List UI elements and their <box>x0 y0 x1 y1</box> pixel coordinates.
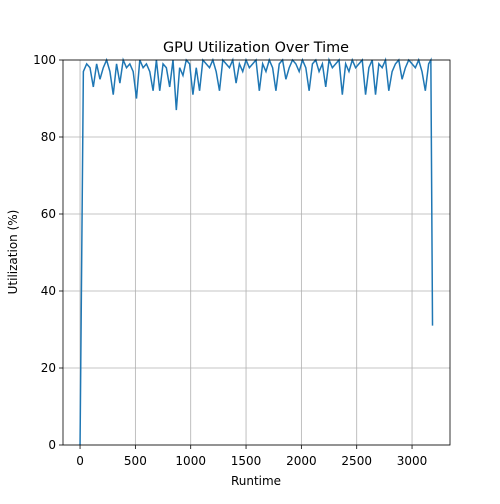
y-tick-label: 0 <box>48 438 56 452</box>
line <box>79 57 434 446</box>
y-tick-label: 60 <box>41 207 56 221</box>
y-tick-label: 100 <box>33 53 56 67</box>
y-tick-label: 80 <box>41 130 56 144</box>
x-axis-label: Runtime <box>231 474 281 488</box>
chart-title: GPU Utilization Over Time <box>163 40 349 56</box>
y-axis-label: Utilization (%) <box>6 210 20 295</box>
x-tick-label: 1000 <box>175 454 206 468</box>
x-tick-label: 2500 <box>341 454 372 468</box>
x-tick-label: 1500 <box>231 454 262 468</box>
y-tick-label: 20 <box>41 361 56 375</box>
x-tick-label: 3000 <box>397 454 428 468</box>
x-tick-label: 0 <box>76 454 84 468</box>
y-tick-label: 40 <box>41 284 56 298</box>
x-tick-label: 2000 <box>286 454 317 468</box>
x-tick-label: 500 <box>124 454 147 468</box>
plot-frame <box>62 59 451 446</box>
